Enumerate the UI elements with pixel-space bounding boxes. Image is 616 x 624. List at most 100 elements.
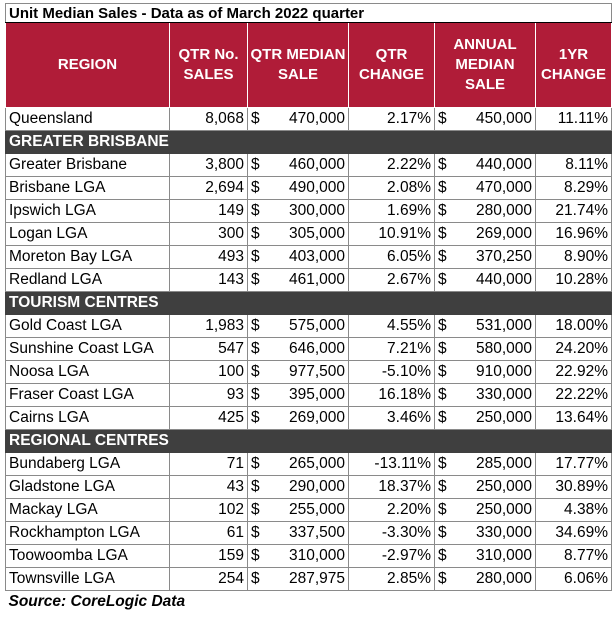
cell-annual: 440,000 — [456, 268, 536, 292]
cell-median: 265,000 — [269, 452, 349, 476]
cell-currency: $ — [434, 268, 457, 292]
cell-sales: 8,068 — [169, 107, 248, 131]
table-row: Bundaberg LGA 71 $265,000 -13.11% $285,000 17… — [5, 452, 612, 476]
cell-annual: 470,000 — [456, 176, 536, 200]
cell-currency: $ — [247, 153, 270, 177]
cell-currency: $ — [247, 383, 270, 407]
cell-sales: 300 — [169, 222, 248, 246]
cell-median: 269,000 — [269, 406, 349, 430]
cell-median: 977,500 — [269, 360, 349, 384]
cell-qtr-change: 2.20% — [348, 498, 435, 522]
cell-sales: 102 — [169, 498, 248, 522]
cell-qtr-change: -2.97% — [348, 544, 435, 568]
cell-annual: 910,000 — [456, 360, 536, 384]
cell-currency: $ — [247, 360, 270, 384]
cell-sales: 43 — [169, 475, 248, 499]
cell-qtr-change: 2.67% — [348, 268, 435, 292]
cell-annual: 580,000 — [456, 337, 536, 361]
section-header-row: TOURISM CENTRES — [5, 291, 612, 315]
cell-median: 490,000 — [269, 176, 349, 200]
cell-median: 460,000 — [269, 153, 349, 177]
table-row: Moreton Bay LGA 493 $403,000 6.05% $370,250 8… — [5, 245, 612, 269]
cell-currency: $ — [247, 314, 270, 338]
cell-currency: $ — [247, 222, 270, 246]
cell-region: Sunshine Coast LGA — [5, 337, 170, 361]
section-title: REGIONAL CENTRES — [5, 429, 612, 453]
header-qtr-change: QTR CHANGE — [348, 22, 435, 108]
cell-currency: $ — [434, 314, 457, 338]
cell-region: Brisbane LGA — [5, 176, 170, 200]
cell-region: Gold Coast LGA — [5, 314, 170, 338]
cell-currency: $ — [247, 567, 270, 591]
cell-qtr-change: -13.11% — [348, 452, 435, 476]
header-row: REGION QTR No. SALES QTR MEDIAN SALE QTR CH… — [5, 22, 612, 108]
table-row: Logan LGA 300 $305,000 10.91% $269,000 16.96% — [5, 222, 612, 246]
cell-yr-change: 8.90% — [535, 245, 612, 269]
cell-region: Fraser Coast LGA — [5, 383, 170, 407]
cell-region: Redland LGA — [5, 268, 170, 292]
cell-sales: 71 — [169, 452, 248, 476]
cell-currency: $ — [434, 245, 457, 269]
table-row: Brisbane LGA 2,694 $490,000 2.08% $470,000 8.… — [5, 176, 612, 200]
cell-yr-change: 22.92% — [535, 360, 612, 384]
cell-sales: 100 — [169, 360, 248, 384]
cell-region: Greater Brisbane — [5, 153, 170, 177]
cell-median: 287,975 — [269, 567, 349, 591]
cell-yr-change: 18.00% — [535, 314, 612, 338]
cell-annual: 450,000 — [456, 107, 536, 131]
cell-annual: 250,000 — [456, 498, 536, 522]
cell-yr-change: 8.11% — [535, 153, 612, 177]
header-1yr-change: 1YR CHANGE — [535, 22, 612, 108]
cell-qtr-change: 18.37% — [348, 475, 435, 499]
cell-currency: $ — [434, 107, 457, 131]
cell-currency: $ — [434, 383, 457, 407]
cell-region: Mackay LGA — [5, 498, 170, 522]
section-title: TOURISM CENTRES — [5, 291, 612, 315]
cell-qtr-change: 2.22% — [348, 153, 435, 177]
cell-median: 290,000 — [269, 475, 349, 499]
cell-sales: 159 — [169, 544, 248, 568]
table-row: Cairns LGA 425 $269,000 3.46% $250,000 13.64% — [5, 406, 612, 430]
cell-annual: 370,250 — [456, 245, 536, 269]
cell-qtr-change: -3.30% — [348, 521, 435, 545]
cell-region: Townsville LGA — [5, 567, 170, 591]
table-row: Toowoomba LGA 159 $310,000 -2.97% $310,000 8.… — [5, 544, 612, 568]
table-row: Sunshine Coast LGA 547 $646,000 7.21% $580,0… — [5, 337, 612, 361]
cell-currency: $ — [247, 406, 270, 430]
cell-yr-change: 24.20% — [535, 337, 612, 361]
source-note: Source: CoreLogic Data — [5, 590, 612, 613]
cell-annual: 330,000 — [456, 383, 536, 407]
section-title: GREATER BRISBANE — [5, 130, 612, 154]
cell-sales: 143 — [169, 268, 248, 292]
cell-yr-change: 10.28% — [535, 268, 612, 292]
cell-currency: $ — [247, 245, 270, 269]
cell-region: Cairns LGA — [5, 406, 170, 430]
cell-annual: 280,000 — [456, 199, 536, 223]
sales-table-container: Unit Median Sales - Data as of March 202… — [5, 3, 612, 613]
cell-currency: $ — [247, 176, 270, 200]
cell-annual: 250,000 — [456, 406, 536, 430]
cell-qtr-change: 1.69% — [348, 199, 435, 223]
cell-region: Ipswich LGA — [5, 199, 170, 223]
cell-annual: 531,000 — [456, 314, 536, 338]
table-row: Townsville LGA 254 $287,975 2.85% $280,000 6.… — [5, 567, 612, 591]
cell-annual: 280,000 — [456, 567, 536, 591]
cell-currency: $ — [247, 107, 270, 131]
cell-median: 575,000 — [269, 314, 349, 338]
header-qtr-sales: QTR No. SALES — [169, 22, 248, 108]
cell-region: Gladstone LGA — [5, 475, 170, 499]
header-region: REGION — [5, 22, 170, 108]
table-row: Noosa LGA 100 $977,500 -5.10% $910,000 22.92% — [5, 360, 612, 384]
cell-sales: 547 — [169, 337, 248, 361]
cell-region: Noosa LGA — [5, 360, 170, 384]
cell-annual: 269,000 — [456, 222, 536, 246]
cell-currency: $ — [434, 406, 457, 430]
table-title: Unit Median Sales - Data as of March 202… — [5, 3, 612, 23]
cell-qtr-change: 2.17% — [348, 107, 435, 131]
table-row: Greater Brisbane 3,800 $460,000 2.22% $440,0… — [5, 153, 612, 177]
cell-currency: $ — [434, 452, 457, 476]
cell-currency: $ — [247, 452, 270, 476]
table-row: Rockhampton LGA 61 $337,500 -3.30% $330,000 3… — [5, 521, 612, 545]
cell-qtr-change: 2.85% — [348, 567, 435, 591]
cell-median: 470,000 — [269, 107, 349, 131]
